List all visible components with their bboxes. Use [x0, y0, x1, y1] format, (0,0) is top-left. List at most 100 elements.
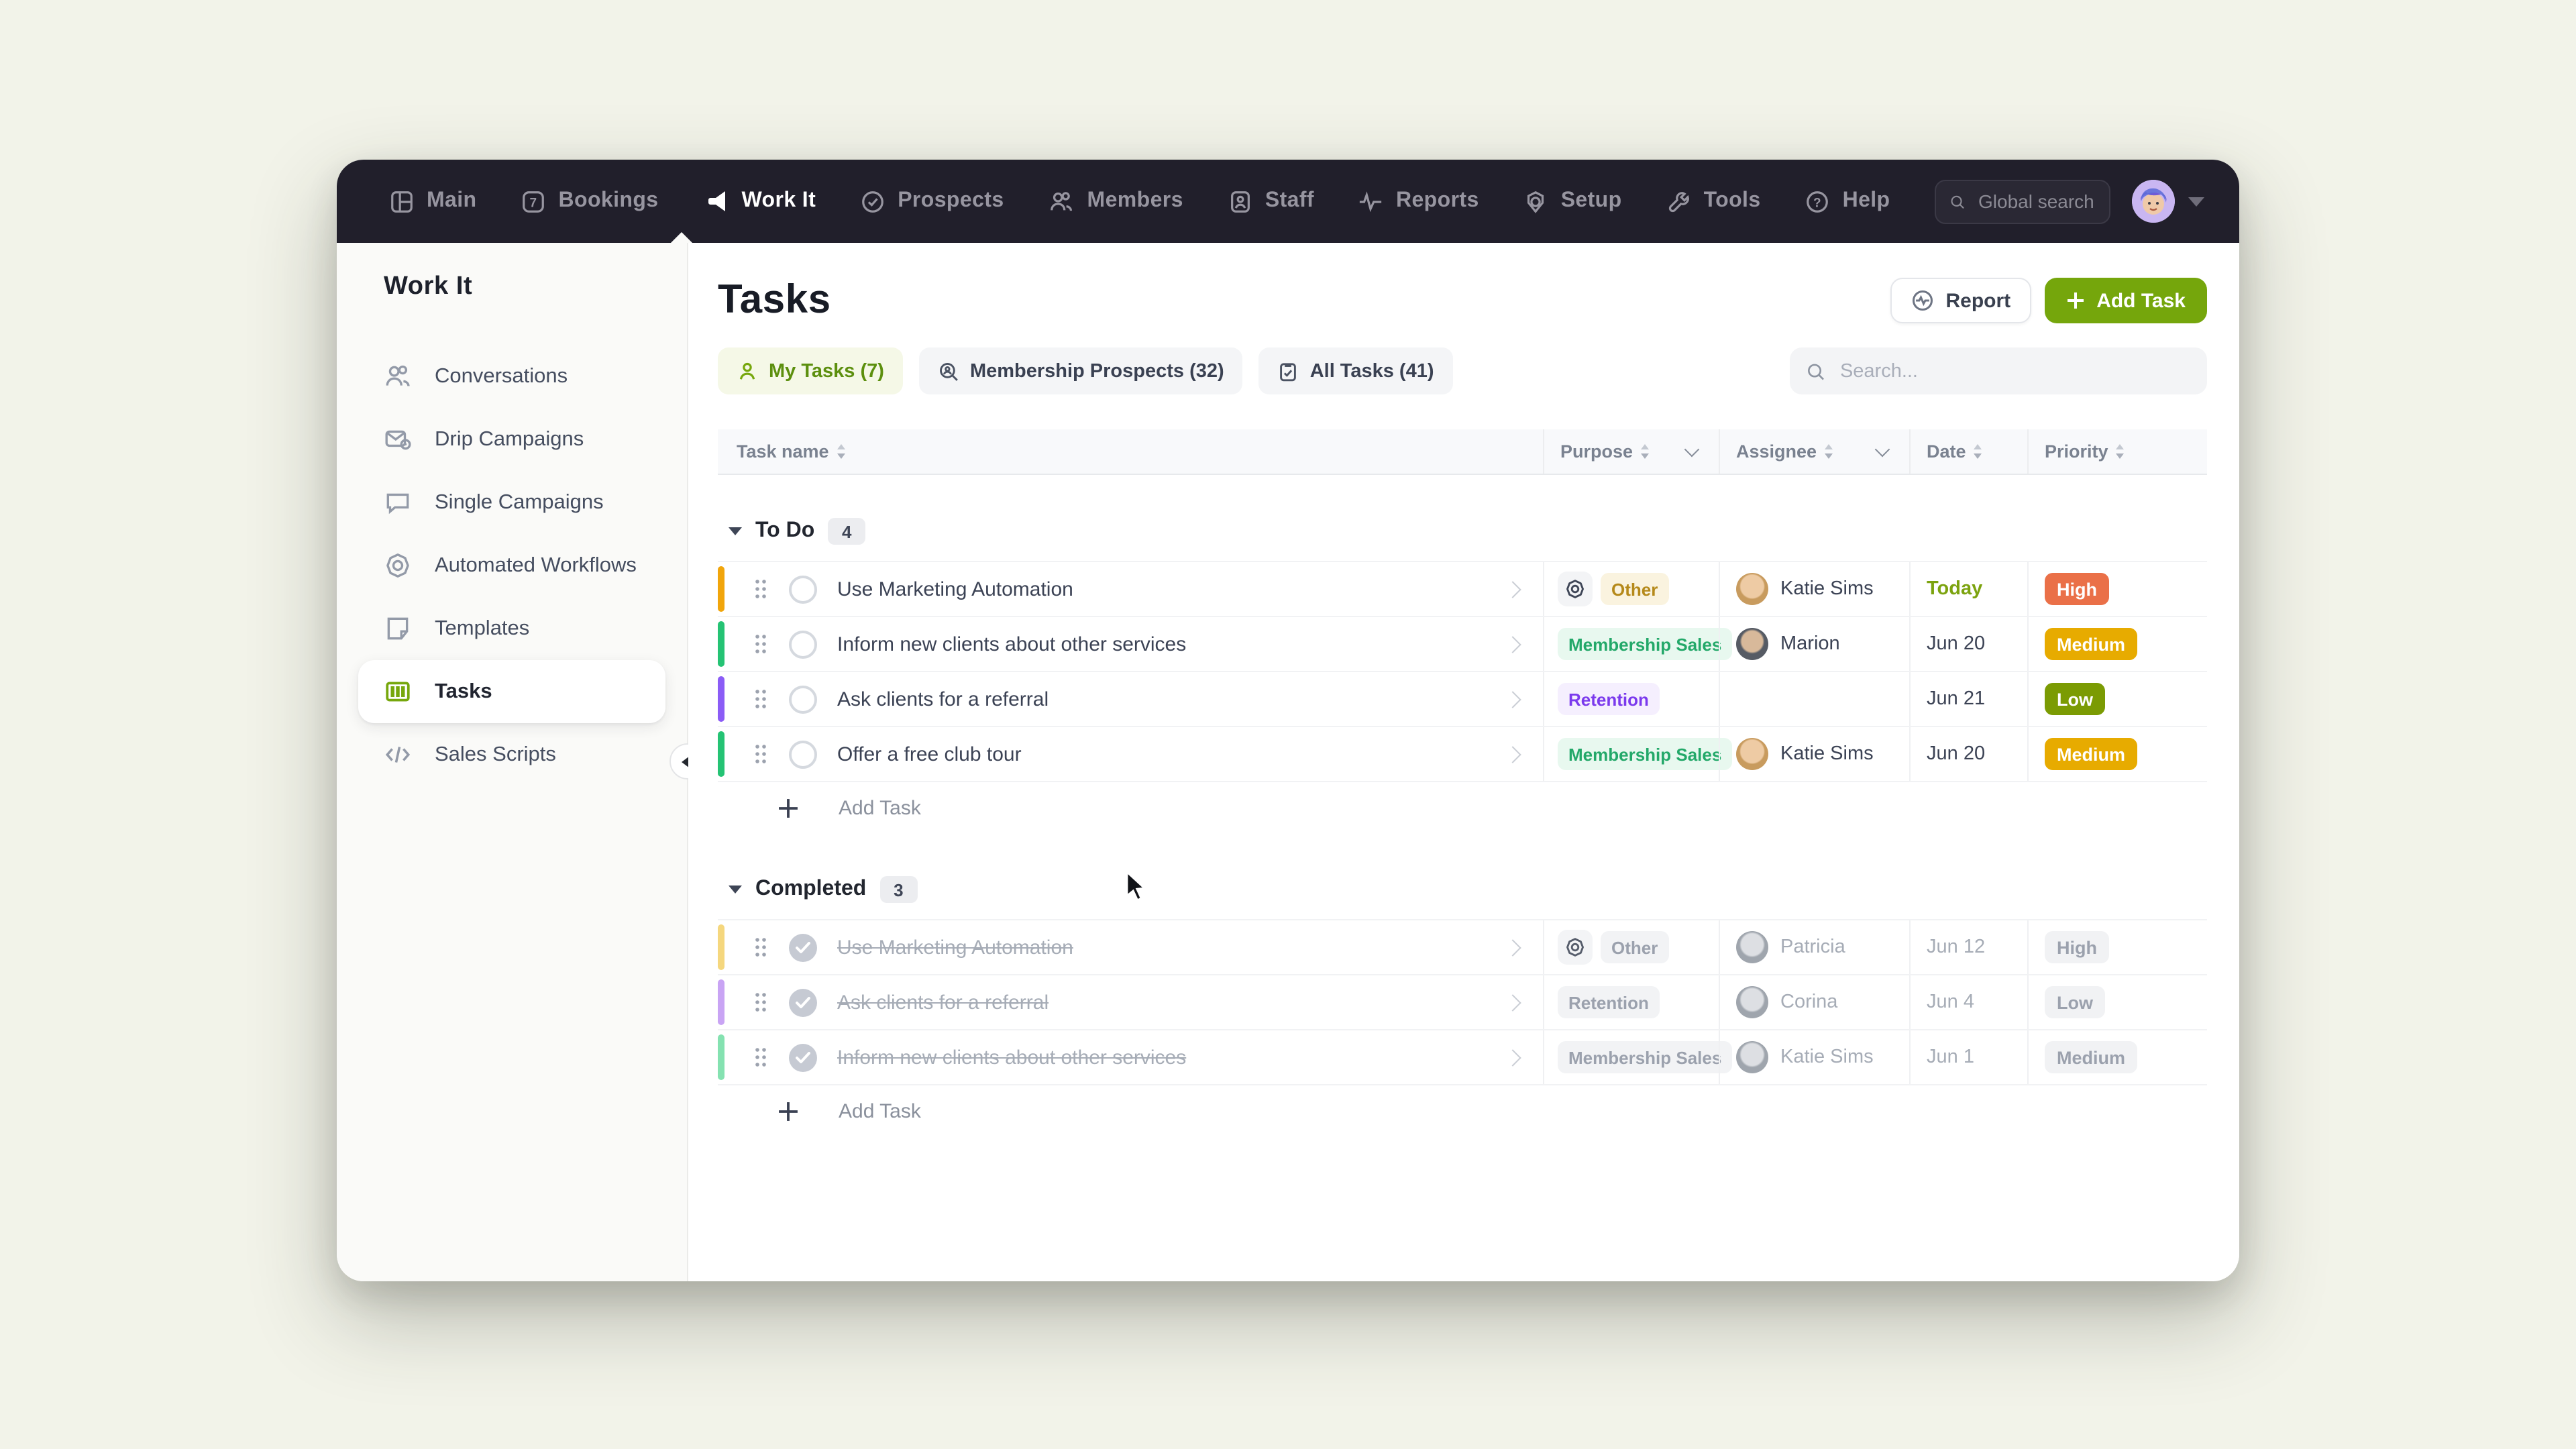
- sidebar-item-label: Drip Campaigns: [435, 427, 584, 450]
- nav-item-work-it[interactable]: Work It: [703, 188, 816, 215]
- task-checkbox-checked[interactable]: [789, 933, 817, 961]
- add-task-row[interactable]: Add Task: [718, 1085, 2207, 1136]
- task-name[interactable]: Use Marketing Automation: [837, 936, 1073, 959]
- task-checkbox[interactable]: [789, 575, 817, 603]
- task-color-bar: [718, 621, 724, 667]
- task-row[interactable]: Offer a free club tour Membership Sales …: [718, 727, 2207, 782]
- section-collapse-caret[interactable]: [729, 527, 742, 535]
- open-task-chevron-icon[interactable]: [1504, 994, 1521, 1011]
- tab-membership-prospects[interactable]: Membership Prospects (32): [918, 347, 1243, 394]
- active-nav-indicator: [671, 232, 692, 243]
- purpose-tag: Other: [1601, 931, 1669, 963]
- check-icon: [796, 941, 810, 953]
- task-search[interactable]: [1790, 347, 2207, 394]
- column-header-priority[interactable]: Priority: [2027, 429, 2207, 474]
- sort-icon[interactable]: [1641, 445, 1649, 459]
- purpose-target-chip[interactable]: [1558, 930, 1593, 965]
- section-collapse-caret[interactable]: [729, 885, 742, 894]
- task-checkbox[interactable]: [789, 685, 817, 713]
- task-row[interactable]: Ask clients for a referral Retention Cor…: [718, 975, 2207, 1030]
- task-row[interactable]: Use Marketing Automation Other Patricia …: [718, 920, 2207, 975]
- task-color-bar: [718, 731, 724, 777]
- sidebar-item-templates[interactable]: Templates: [358, 597, 665, 660]
- task-checkbox[interactable]: [789, 630, 817, 658]
- global-search-input[interactable]: [1976, 189, 2096, 213]
- task-name[interactable]: Ask clients for a referral: [837, 688, 1049, 710]
- task-search-input[interactable]: [1837, 359, 2191, 383]
- open-task-chevron-icon[interactable]: [1504, 690, 1521, 708]
- drag-handle-icon[interactable]: [754, 1046, 767, 1068]
- column-header-task-name[interactable]: Task name: [718, 429, 1543, 474]
- filter-chevron-icon[interactable]: [1874, 441, 1890, 458]
- drag-handle-icon[interactable]: [754, 991, 767, 1013]
- user-avatar[interactable]: [2132, 180, 2175, 223]
- task-date: Jun 12: [1909, 920, 2027, 974]
- task-row[interactable]: Ask clients for a referral Retention Jun…: [718, 672, 2207, 727]
- sidebar-item-tasks[interactable]: Tasks: [358, 660, 665, 723]
- column-header-date[interactable]: Date: [1909, 429, 2027, 474]
- nav-item-members[interactable]: Members: [1049, 189, 1183, 214]
- drag-handle-icon[interactable]: [754, 578, 767, 600]
- assignee-avatar: [1736, 1041, 1768, 1073]
- assignee-name: Katie Sims: [1780, 743, 1874, 765]
- report-button-label: Report: [1945, 289, 2011, 312]
- todo-rows: Use Marketing Automation Other Katie Sim…: [718, 561, 2207, 782]
- nav-item-prospects[interactable]: Prospects: [860, 189, 1004, 214]
- purpose-target-chip[interactable]: [1558, 572, 1593, 606]
- sidebar-item-drip-campaigns[interactable]: Drip Campaigns: [358, 408, 665, 471]
- task-checkbox-checked[interactable]: [789, 988, 817, 1016]
- nav-item-bookings[interactable]: 7 Bookings: [521, 189, 659, 214]
- task-name[interactable]: Offer a free club tour: [837, 743, 1022, 765]
- task-row[interactable]: Use Marketing Automation Other Katie Sim…: [718, 562, 2207, 617]
- nav-item-reports[interactable]: Reports: [1358, 189, 1479, 214]
- drag-handle-icon[interactable]: [754, 936, 767, 958]
- add-task-button[interactable]: Add Task: [2044, 278, 2207, 323]
- task-name[interactable]: Inform new clients about other services: [837, 633, 1187, 655]
- check-icon: [796, 1051, 810, 1063]
- task-checkbox[interactable]: [789, 740, 817, 768]
- filter-chevron-icon[interactable]: [1684, 441, 1700, 458]
- sort-icon[interactable]: [837, 445, 845, 459]
- open-task-chevron-icon[interactable]: [1504, 635, 1521, 653]
- nav-item-tools[interactable]: Tools: [1666, 189, 1761, 214]
- nav-label: Staff: [1265, 189, 1314, 212]
- sort-icon[interactable]: [2116, 445, 2125, 459]
- task-row[interactable]: Inform new clients about other services …: [718, 1030, 2207, 1085]
- task-name[interactable]: Use Marketing Automation: [837, 578, 1073, 600]
- nav-item-setup[interactable]: Setup: [1523, 189, 1622, 214]
- nav-item-staff[interactable]: Staff: [1228, 189, 1314, 214]
- sidebar-item-automated-workflows[interactable]: Automated Workflows: [358, 534, 665, 597]
- sidebar-item-sales-scripts[interactable]: Sales Scripts: [358, 723, 665, 786]
- nav-item-main[interactable]: Main: [389, 189, 477, 214]
- avatar-dropdown-caret[interactable]: [2188, 197, 2204, 206]
- sort-icon[interactable]: [1825, 445, 1833, 459]
- badge-icon: [1230, 191, 1250, 212]
- section-header-todo: To Do 4: [729, 515, 2207, 547]
- open-task-chevron-icon[interactable]: [1504, 580, 1521, 598]
- sort-icon[interactable]: [1974, 445, 1982, 459]
- nav-item-help[interactable]: ? Help: [1805, 189, 1890, 214]
- tab-my-tasks[interactable]: My Tasks (7): [718, 347, 903, 394]
- dashboard-icon: [391, 191, 413, 212]
- top-navigation-bar: Main 7 Bookings Work It Prospects Member…: [337, 160, 2239, 243]
- sidebar-item-conversations[interactable]: Conversations: [358, 345, 665, 408]
- column-header-purpose[interactable]: Purpose: [1543, 429, 1719, 474]
- tab-all-tasks[interactable]: All Tasks (41): [1258, 347, 1453, 394]
- person-search-icon: [939, 362, 958, 380]
- open-task-chevron-icon[interactable]: [1504, 938, 1521, 956]
- open-task-chevron-icon[interactable]: [1504, 1049, 1521, 1066]
- open-task-chevron-icon[interactable]: [1504, 745, 1521, 763]
- task-checkbox-checked[interactable]: [789, 1043, 817, 1071]
- drag-handle-icon[interactable]: [754, 743, 767, 765]
- task-row[interactable]: Inform new clients about other services …: [718, 617, 2207, 672]
- add-task-row[interactable]: Add Task: [718, 782, 2207, 833]
- svg-text:7: 7: [530, 196, 537, 210]
- sidebar-item-single-campaigns[interactable]: Single Campaigns: [358, 471, 665, 534]
- column-header-assignee[interactable]: Assignee: [1719, 429, 1909, 474]
- drag-handle-icon[interactable]: [754, 633, 767, 655]
- drag-handle-icon[interactable]: [754, 688, 767, 710]
- task-name[interactable]: Ask clients for a referral: [837, 991, 1049, 1014]
- task-name[interactable]: Inform new clients about other services: [837, 1046, 1187, 1069]
- report-button[interactable]: Report: [1890, 278, 2031, 323]
- global-search[interactable]: [1934, 179, 2110, 223]
